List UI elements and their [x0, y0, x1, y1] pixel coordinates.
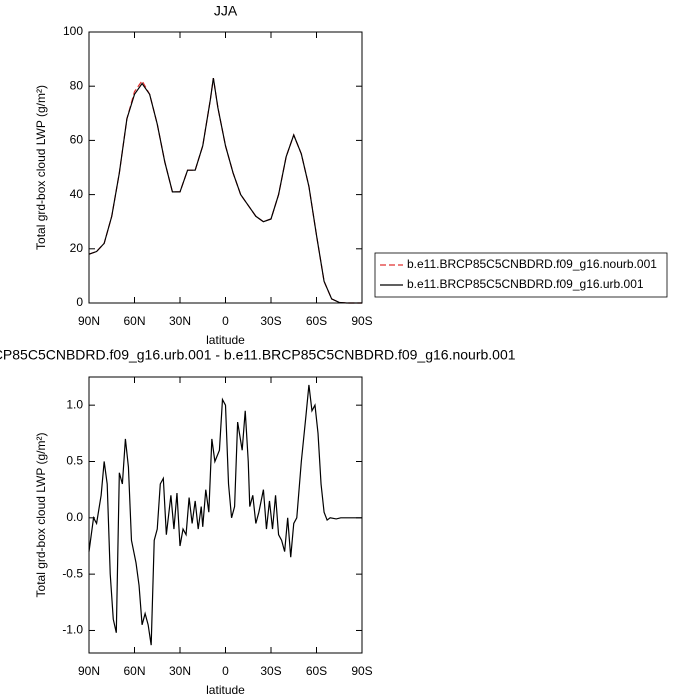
x-tick-label: 0	[222, 664, 229, 678]
y-tick-label: 80	[70, 78, 84, 92]
x-tick-label: 30S	[260, 664, 281, 678]
legend-label: b.e11.BRCP85C5CNBDRD.f09_g16.urb.001	[407, 277, 644, 291]
x-tick-label: 0	[222, 314, 229, 328]
y-tick-label: -0.5	[62, 566, 83, 580]
chart-title: b.e11.BRCP85C5CNBDRD.f09_g16.urb.001 - b…	[0, 347, 516, 363]
x-axis-label: latitude	[206, 683, 245, 697]
x-tick-label: 90S	[351, 664, 372, 678]
series-line	[88, 77, 362, 304]
y-tick-label: 40	[70, 187, 84, 201]
x-tick-label: 60N	[123, 664, 145, 678]
y-tick-label: 20	[70, 241, 84, 255]
y-tick-label: 0	[76, 295, 83, 309]
series-line	[88, 77, 362, 304]
x-tick-label: 90N	[78, 314, 100, 328]
legend-box	[374, 252, 668, 298]
y-tick-label: 1.0	[66, 397, 83, 411]
y-tick-label: -1.0	[62, 623, 83, 637]
x-tick-label: 90S	[351, 314, 372, 328]
y-axis-label: Total grd-box cloud LWP (g/m²)	[34, 433, 48, 598]
x-tick-label: 60S	[306, 664, 327, 678]
x-tick-label: 60S	[306, 314, 327, 328]
y-tick-label: 0.5	[66, 454, 83, 468]
y-tick-label: 60	[70, 133, 84, 147]
y-axis-label: Total grd-box cloud LWP (g/m²)	[34, 85, 48, 250]
x-tick-label: 30N	[169, 664, 191, 678]
y-tick-label: 100	[63, 24, 83, 38]
x-tick-label: 30N	[169, 314, 191, 328]
x-axis-label: latitude	[206, 333, 245, 347]
x-tick-label: 60N	[123, 314, 145, 328]
x-tick-label: 90N	[78, 664, 100, 678]
x-tick-label: 30S	[260, 314, 281, 328]
legend-label: b.e11.BRCP85C5CNBDRD.f09_g16.nourb.001	[407, 257, 657, 271]
y-tick-label: 0.0	[66, 510, 83, 524]
chart-title: JJA	[214, 3, 238, 19]
series-line	[88, 384, 362, 646]
